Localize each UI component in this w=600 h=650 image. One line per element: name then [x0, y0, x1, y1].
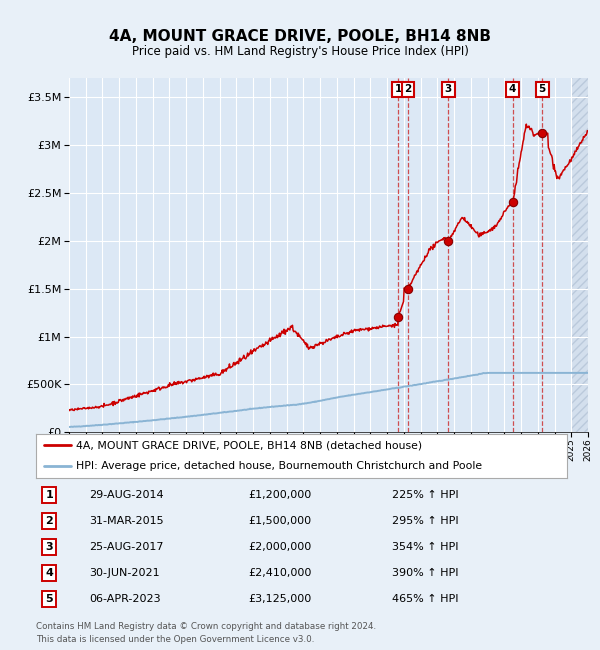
Text: 295% ↑ HPI: 295% ↑ HPI — [392, 516, 458, 526]
Text: 29-AUG-2014: 29-AUG-2014 — [89, 490, 164, 501]
Text: 5: 5 — [539, 84, 546, 94]
Text: 465% ↑ HPI: 465% ↑ HPI — [392, 594, 458, 604]
Text: 225% ↑ HPI: 225% ↑ HPI — [392, 490, 458, 501]
Text: Contains HM Land Registry data © Crown copyright and database right 2024.
This d: Contains HM Land Registry data © Crown c… — [36, 622, 376, 644]
Text: 1: 1 — [395, 84, 402, 94]
Text: 25-AUG-2017: 25-AUG-2017 — [89, 542, 164, 552]
Text: £2,410,000: £2,410,000 — [248, 568, 312, 578]
Text: 3: 3 — [445, 84, 452, 94]
Text: £3,125,000: £3,125,000 — [248, 594, 311, 604]
Text: 4A, MOUNT GRACE DRIVE, POOLE, BH14 8NB (detached house): 4A, MOUNT GRACE DRIVE, POOLE, BH14 8NB (… — [76, 440, 422, 450]
Text: HPI: Average price, detached house, Bournemouth Christchurch and Poole: HPI: Average price, detached house, Bour… — [76, 462, 482, 471]
Bar — [571, 49, 600, 432]
Text: 2: 2 — [46, 516, 53, 526]
Text: 2: 2 — [404, 84, 412, 94]
Text: 390% ↑ HPI: 390% ↑ HPI — [392, 568, 458, 578]
Text: 31-MAR-2015: 31-MAR-2015 — [89, 516, 164, 526]
Text: £1,200,000: £1,200,000 — [248, 490, 311, 501]
Text: 4: 4 — [509, 84, 517, 94]
Text: £1,500,000: £1,500,000 — [248, 516, 311, 526]
Text: 4A, MOUNT GRACE DRIVE, POOLE, BH14 8NB: 4A, MOUNT GRACE DRIVE, POOLE, BH14 8NB — [109, 29, 491, 44]
Text: 30-JUN-2021: 30-JUN-2021 — [89, 568, 160, 578]
Text: 5: 5 — [46, 594, 53, 604]
Text: Price paid vs. HM Land Registry's House Price Index (HPI): Price paid vs. HM Land Registry's House … — [131, 46, 469, 58]
Text: 354% ↑ HPI: 354% ↑ HPI — [392, 542, 458, 552]
Text: £2,000,000: £2,000,000 — [248, 542, 311, 552]
Text: 4: 4 — [46, 568, 53, 578]
Text: 1: 1 — [46, 490, 53, 501]
Text: 06-APR-2023: 06-APR-2023 — [89, 594, 161, 604]
Text: 3: 3 — [46, 542, 53, 552]
